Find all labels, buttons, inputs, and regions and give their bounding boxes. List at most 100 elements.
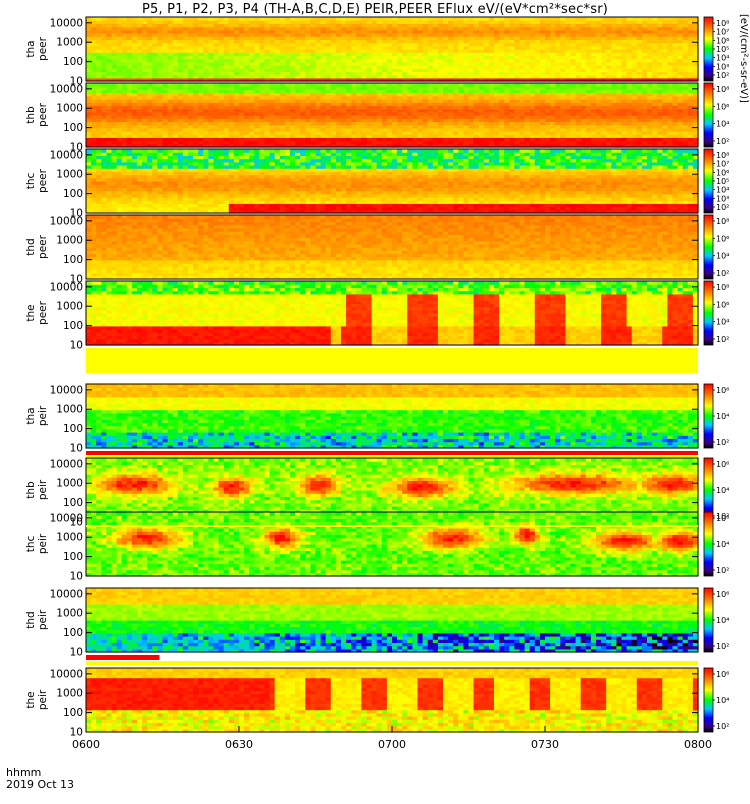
- heatmap-cell: [581, 83, 587, 87]
- heatmap-cell: [504, 83, 510, 87]
- heatmap-cell: [326, 17, 332, 21]
- heatmap-cell: [688, 83, 694, 87]
- heatmap-cell: [392, 17, 398, 21]
- heatmap-cell: [560, 17, 566, 21]
- heatmap-cell: [101, 83, 107, 87]
- heatmap-cell: [198, 83, 204, 87]
- heatmap-cell: [356, 83, 362, 87]
- heatmap-cell: [234, 83, 240, 87]
- heatmap-cell: [402, 83, 408, 87]
- heatmap-cell: [224, 83, 230, 87]
- heatmap-cell: [611, 17, 617, 21]
- heatmap-cell: [463, 17, 469, 21]
- heatmap-cell: [458, 83, 464, 87]
- heatmap-cell: [244, 83, 250, 87]
- heatmap-cell: [428, 83, 434, 87]
- heatmap-cell: [494, 83, 500, 87]
- heatmap-cell: [627, 83, 633, 87]
- heatmap-cell: [91, 83, 97, 87]
- heatmap-cell: [331, 17, 337, 21]
- heatmap-cell: [208, 17, 214, 21]
- heatmap-cell: [96, 83, 102, 87]
- heatmap-cell: [433, 17, 439, 21]
- heatmap-cell: [163, 17, 169, 21]
- heatmap-cell: [295, 83, 301, 87]
- heatmap-cell: [259, 17, 265, 21]
- heatmap-cell: [168, 17, 174, 21]
- heatmap-cell: [448, 17, 454, 21]
- heatmap-cell: [418, 17, 424, 21]
- colorbar-tick-label: 10⁷: [716, 28, 729, 37]
- heatmap-cell: [152, 17, 158, 21]
- heatmap-cell: [229, 17, 235, 21]
- heatmap-cell: [596, 17, 602, 21]
- heatmap-cell: [509, 17, 515, 21]
- heatmap-cell: [453, 83, 459, 87]
- heatmap-cell: [152, 83, 158, 87]
- colorbar-tick-label: 10⁴: [716, 120, 729, 129]
- heatmap-cell: [397, 17, 403, 21]
- heatmap-cell: [540, 83, 546, 87]
- heatmap-cell: [479, 83, 485, 87]
- heatmap-cell: [106, 17, 112, 21]
- heatmap-cell: [387, 17, 393, 21]
- heatmap-cell: [504, 17, 510, 21]
- heatmap-cell: [377, 17, 383, 21]
- heatmap-cell: [525, 17, 531, 21]
- heatmap-cell: [112, 83, 118, 87]
- colorbar-tick-label: 10³: [716, 62, 729, 71]
- heatmap-cell: [448, 83, 454, 87]
- heatmap-cell: [407, 83, 413, 87]
- heatmap-cell: [173, 83, 179, 87]
- heatmap-cell: [137, 83, 143, 87]
- heatmap-cell: [173, 17, 179, 21]
- heatmap-cell: [657, 17, 663, 21]
- heatmap-cell: [193, 83, 199, 87]
- heatmap-cell: [616, 17, 622, 21]
- heatmap-cell: [239, 17, 245, 21]
- heatmap-cell: [683, 17, 689, 21]
- heatmap-cell: [499, 17, 505, 21]
- heatmap-cell: [622, 83, 628, 87]
- heatmap-cell: [96, 149, 102, 153]
- heatmap-cell: [178, 83, 184, 87]
- heatmap-cell: [397, 83, 403, 87]
- heatmap-cell: [560, 83, 566, 87]
- heatmap-cell: [616, 83, 622, 87]
- heatmap-cell: [453, 17, 459, 21]
- heatmap-cell: [147, 17, 153, 21]
- heatmap-cell: [647, 17, 653, 21]
- heatmap-cell: [122, 17, 128, 21]
- heatmap-cell: [321, 83, 327, 87]
- heatmap-cell: [203, 83, 209, 87]
- heatmap-cell: [101, 149, 107, 153]
- heatmap-cell: [683, 83, 689, 87]
- heatmap-cell: [239, 83, 245, 87]
- heatmap-cell: [101, 17, 107, 21]
- heatmap-cell: [637, 17, 643, 21]
- heatmap-cell: [484, 17, 490, 21]
- heatmap-cell: [494, 17, 500, 21]
- heatmap-cell: [157, 83, 163, 87]
- heatmap-cell: [484, 83, 490, 87]
- heatmap-cell: [280, 17, 286, 21]
- heatmap-cell: [254, 83, 260, 87]
- heatmap-cell: [423, 17, 429, 21]
- colorbar-tick-label: 10²: [716, 71, 729, 80]
- y-tick-label: 1000: [56, 103, 83, 115]
- heatmap-cell: [346, 83, 352, 87]
- heatmap-cell: [300, 17, 306, 21]
- heatmap-cell: [652, 17, 658, 21]
- heatmap-cell: [412, 17, 418, 21]
- heatmap-cell: [514, 83, 520, 87]
- heatmap-cell: [290, 17, 296, 21]
- heatmap-cell: [214, 83, 220, 87]
- heatmap-cell: [545, 17, 551, 21]
- colorbar: [704, 83, 713, 147]
- heatmap-cell: [285, 17, 291, 21]
- colorbar-tick-label: 10⁶: [716, 36, 729, 45]
- heatmap-cell: [499, 83, 505, 87]
